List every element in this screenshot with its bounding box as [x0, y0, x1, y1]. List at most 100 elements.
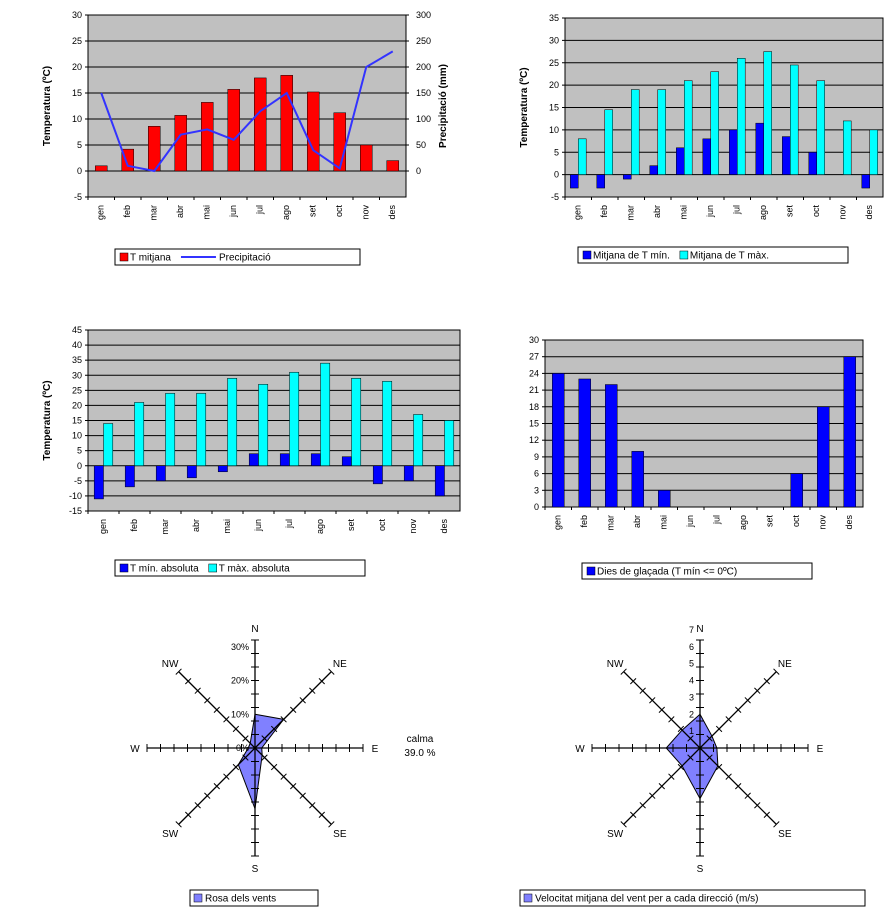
- chart3-bar: [248, 453, 259, 466]
- chart2-xtick-label: set: [785, 205, 795, 218]
- chart2-ytick-label: 10: [549, 125, 559, 135]
- rose2-spoke-tick: [735, 706, 742, 713]
- rose2-legend-label: Velocitat mitjana del vent per a cada di…: [535, 894, 758, 905]
- chart3-bar: [413, 414, 424, 467]
- chart1-legend-box: [114, 248, 361, 266]
- chart3-ytick-label: 10: [72, 431, 82, 441]
- chart4-ytick-label: 15: [529, 419, 539, 429]
- chart2-xtick-label: ago: [758, 205, 768, 220]
- chart3-xtick-label: ago: [315, 519, 325, 534]
- chart3-bar: [227, 378, 238, 466]
- chart1-y2tick-label: 150: [416, 88, 431, 98]
- rose2-direction-label: S: [697, 864, 704, 875]
- rose2-spoke-tick: [629, 811, 637, 819]
- rose1-spoke-tick: [184, 677, 192, 685]
- chart2-bar: [657, 89, 666, 175]
- rose2-radial-tick-label: 3: [689, 692, 694, 702]
- rose1-spoke-tick: [242, 754, 249, 761]
- chart1-xtick-label: feb: [122, 205, 132, 218]
- chart4-ytick-label: 9: [534, 452, 539, 462]
- rose1-spoke-tick: [290, 783, 297, 790]
- rose1-legend-label: Rosa dels vents: [205, 894, 276, 905]
- chart2-xtick-label: nov: [838, 205, 848, 220]
- chart4-xtick-label: gen: [553, 515, 563, 530]
- chart2-bar: [808, 152, 817, 175]
- rose2-direction-label: N: [696, 624, 703, 635]
- chart2-legend-label: Mitjana de T mín.: [593, 251, 670, 262]
- rose1-legend-box: [189, 889, 319, 907]
- chart3-xtick-label: gen: [98, 519, 108, 534]
- rose1-spoke-tick: [328, 668, 335, 675]
- chart3-ytick-label: 5: [77, 446, 82, 456]
- chart3-xtick-label: jun: [253, 519, 263, 532]
- chart2-xtick-label: abr: [652, 205, 662, 218]
- chart4-xtick-label: abr: [632, 515, 642, 528]
- rose1-direction-label: SW: [162, 829, 179, 840]
- rose2-spoke-tick: [744, 697, 751, 704]
- chart2-bar: [649, 165, 658, 175]
- rose1-group: N NE E SE S SW W NW 0% 10% 20% 30% Rosa dels vents ca…: [130, 624, 436, 907]
- chart3-bar: [93, 465, 104, 500]
- chart4-bar: [605, 384, 618, 508]
- rose2-spoke-tick: [773, 668, 780, 675]
- chart1-legend-swatch: [119, 252, 129, 262]
- chart3-bar: [134, 402, 145, 466]
- chart3-xtick-label: abr: [191, 519, 201, 532]
- rose1-spoke-tick: [261, 735, 268, 742]
- chart2-ytick-label: 20: [549, 80, 559, 90]
- chart2-bar: [604, 109, 613, 175]
- chart1-legend-label: Precipitació: [219, 253, 271, 264]
- chart1-bar: [201, 102, 214, 172]
- chart1-bar: [174, 115, 187, 172]
- chart2-bar: [596, 174, 605, 189]
- chart2-ytick-label: 30: [549, 35, 559, 45]
- chart3-bar: [310, 453, 321, 466]
- chart2-xtick-label: gen: [573, 205, 583, 220]
- chart4-bar: [578, 378, 591, 508]
- chart4-xtick-label: jul: [712, 515, 722, 525]
- chart2-ytick-label: 35: [549, 13, 559, 23]
- chart2-legend-swatch: [679, 250, 689, 260]
- chart1-ytick-label: -5: [74, 192, 82, 202]
- rose1-direction-label: E: [372, 744, 379, 755]
- rose2-radial-tick-label: 2: [689, 709, 694, 719]
- chart3-xtick-label: nov: [408, 519, 418, 534]
- chart2-bar: [570, 174, 579, 189]
- chart2-bar: [631, 89, 640, 175]
- chart4-ytick-label: 18: [529, 402, 539, 412]
- rose1-spoke-tick: [184, 811, 192, 819]
- rose1-spoke-tick: [232, 725, 240, 733]
- chart3-ytick-label: 25: [72, 385, 82, 395]
- chart4-group: 0 3 6 9 12 15 18 21 24 27 30 gen feb mar abr mai jun jul a…: [529, 335, 864, 580]
- chart2-ytick-label: 15: [549, 103, 559, 113]
- rose2-spoke-tick: [754, 687, 761, 694]
- rose1-direction-label: NE: [333, 659, 347, 670]
- chart4-bar: [658, 490, 671, 508]
- rose1-spoke-tick: [242, 735, 249, 742]
- chart1-legend-label: T mitjana: [130, 253, 171, 264]
- rose1-spoke-tick: [280, 716, 287, 723]
- chart3-xtick-label: jul: [284, 519, 294, 529]
- rose2-legend-box: [519, 889, 866, 907]
- chart3-xtick-label: mar: [160, 519, 170, 535]
- chart2-bar: [702, 138, 711, 175]
- chart1-bar: [280, 75, 293, 172]
- chart4-xtick-label: nov: [818, 515, 828, 530]
- rose2-direction-label: NE: [778, 659, 792, 670]
- chart2-xtick-label: des: [864, 205, 874, 220]
- chart1-bar: [333, 112, 346, 172]
- rose2-spoke-tick: [773, 821, 780, 828]
- chart4-bar: [631, 451, 644, 508]
- chart1-ytick-label: 0: [77, 166, 82, 176]
- rose1-calm-annotation: 39.0 %: [404, 748, 435, 759]
- rose2-spoke-tick: [715, 763, 723, 771]
- chart1-xtick-label: jun: [228, 205, 238, 218]
- rose2-direction-label: SE: [778, 829, 792, 840]
- chart3-bar: [382, 381, 393, 466]
- rose1-spoke-tick: [175, 668, 182, 675]
- chart1-y2tick-label: 0: [416, 166, 421, 176]
- chart4-xtick-label: set: [765, 515, 775, 528]
- rose1-spoke-tick: [280, 773, 287, 780]
- rose1-spoke-tick: [309, 687, 316, 694]
